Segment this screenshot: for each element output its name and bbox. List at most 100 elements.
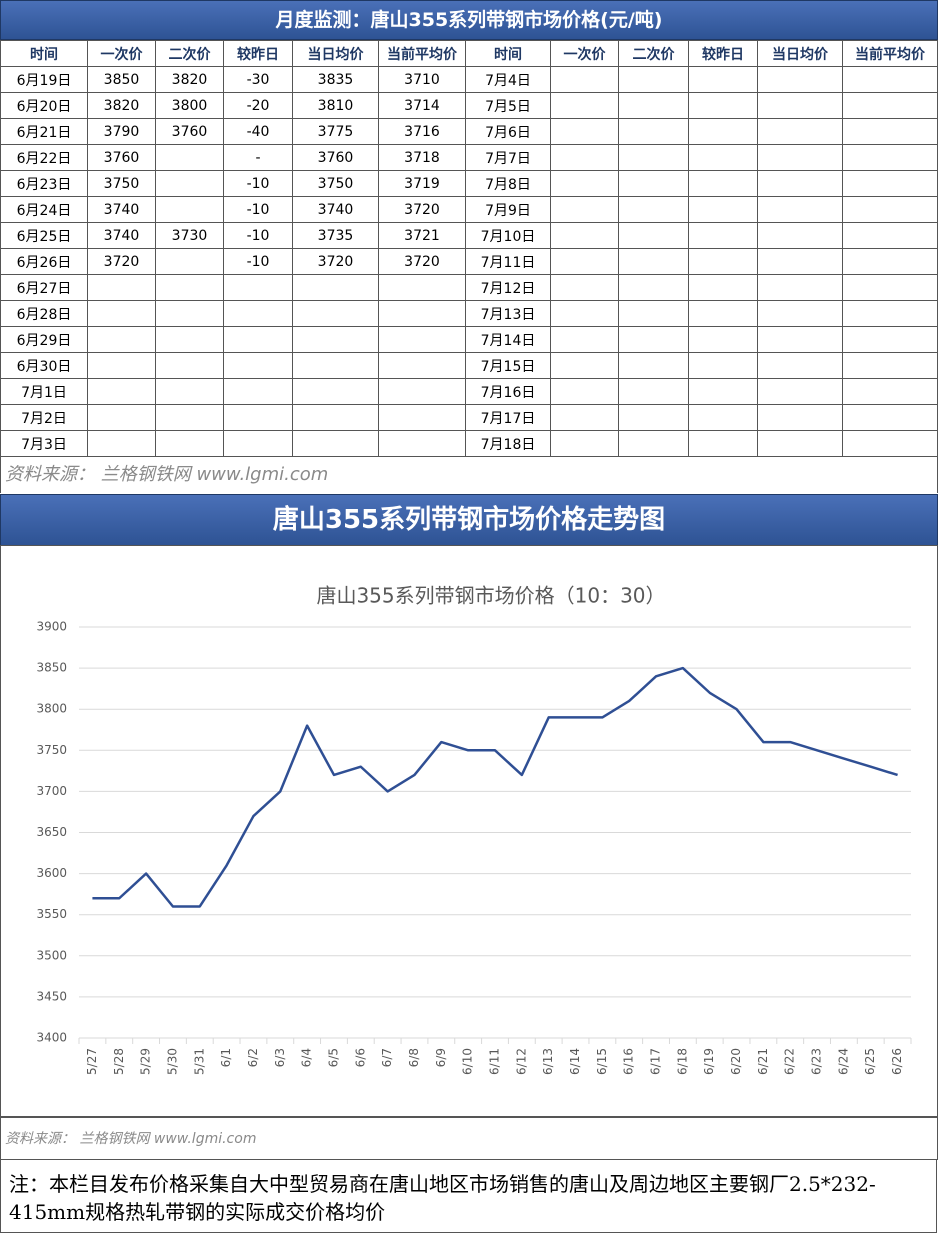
table-cell: 7月9日 [465,196,551,223]
x-tick-label: 5/29 [139,1048,153,1075]
x-tick-label: 6/1 [219,1048,233,1067]
cell-value: 3716 [404,123,440,140]
table-cell [292,378,379,405]
table-row: 7月1日 7月16日 [0,378,938,405]
table-cell [757,170,843,197]
column-header: 时间 [465,40,551,67]
table-cell [842,144,938,171]
table-cell: 3720 [378,248,466,275]
table-cell: 3750 [87,170,156,197]
table-cell [688,430,758,457]
table-cell: 6月27日 [0,274,88,301]
chart-section-title: 唐山355系列带钢市场价格走势图 [0,494,938,546]
table-cell [618,404,689,431]
table-cell: 3760 [155,118,224,145]
table-cell [550,300,619,327]
table-cell [550,248,619,275]
table-row: 7月2日 7月17日 [0,404,938,431]
table-cell: 3790 [87,118,156,145]
table-cell [87,430,156,457]
cell-value: 7月13日 [480,306,536,323]
cell-value: 3740 [103,227,140,244]
cell-value: 7月9日 [485,202,531,219]
table-cell [842,274,938,301]
x-tick-label: 6/9 [434,1048,448,1067]
cell-value: 6月19日 [16,72,72,89]
table-cell: -30 [223,66,293,93]
cell-value: 6月27日 [16,280,72,297]
column-header: 当前平均价 [842,40,938,67]
table-cell [618,352,689,379]
table-cell: 3714 [378,92,466,119]
table-cell: - [223,144,293,171]
table-cell [842,222,938,249]
table-cell [550,196,619,223]
table-cell: 3850 [87,66,156,93]
x-tick-label: 6/23 [810,1048,824,1075]
table-cell [550,222,619,249]
cell-value: 3750 [103,175,140,192]
table-cell: 7月15日 [465,352,551,379]
table-cell [688,144,758,171]
source: 资料来源： 兰格钢铁网 www.lgmi.com [0,457,938,493]
table-cell [155,378,224,405]
table-cell [618,196,689,223]
table-cell [223,274,293,301]
table-cell: -10 [223,222,293,249]
table-cell [688,222,758,249]
table-cell [292,352,379,379]
table-cell [688,326,758,353]
cell-value: 3720 [404,253,440,270]
cell-value: 6月22日 [16,150,72,167]
cell-value: - [255,149,261,166]
column-header: 较昨日 [223,40,293,67]
cell-value: 6月23日 [16,176,72,193]
table-cell: 3750 [292,170,379,197]
cell-value: 7月10日 [480,228,536,245]
table-cell [378,326,466,353]
table-cell: 3775 [292,118,379,145]
price-line [92,666,898,908]
header-row: 时间 一次价 二次价 较昨日 当日均价 当前平均价 时间 一次价 二次价 较昨日 当日均价 当前平均价 [0,40,938,67]
table-row: 6月22日 3760 - 3760 3718 7月7日 [0,144,938,171]
table-cell [842,66,938,93]
table-row: 6月21日 3790 3760 -40 3775 3716 7月6日 [0,118,938,145]
x-tick-label: 6/10 [461,1048,475,1075]
y-tick-label: 3900 [36,620,67,634]
table-cell [688,300,758,327]
table-cell [87,378,156,405]
cell-value: 7月16日 [480,384,536,401]
table-cell [87,326,156,353]
cell-value: 3740 [103,201,140,218]
cell-value: 3760 [171,123,208,140]
table-cell [688,274,758,301]
table-cell [550,430,619,457]
cell-value: 6月26日 [16,254,72,271]
table-cell: 7月11日 [465,248,551,275]
x-tick-label: 5/30 [165,1048,179,1075]
table-cell: 3820 [155,66,224,93]
table-cell: 7月6日 [465,118,551,145]
table-cell [757,404,843,431]
table-cell: 3760 [292,144,379,171]
table-cell [688,196,758,223]
cell-value: 3850 [103,71,140,88]
table-cell: 7月2日 [0,404,88,431]
table-cell [688,378,758,405]
table-cell [842,248,938,275]
table-cell [550,66,619,93]
table-cell [757,300,843,327]
cell-value: 3775 [317,123,354,140]
table-cell: -10 [223,170,293,197]
column-header: 一次价 [550,40,619,67]
cell-value: 7月6日 [485,124,531,141]
table-cell [842,326,938,353]
table-cell [155,144,224,171]
y-tick-label: 3850 [36,661,67,675]
x-tick-label: 6/26 [890,1048,904,1075]
table-cell: 6月29日 [0,326,88,353]
cell-value: 3720 [103,253,140,270]
x-tick-label: 6/14 [568,1048,582,1075]
table-cell: 3740 [292,196,379,223]
table-cell [618,170,689,197]
